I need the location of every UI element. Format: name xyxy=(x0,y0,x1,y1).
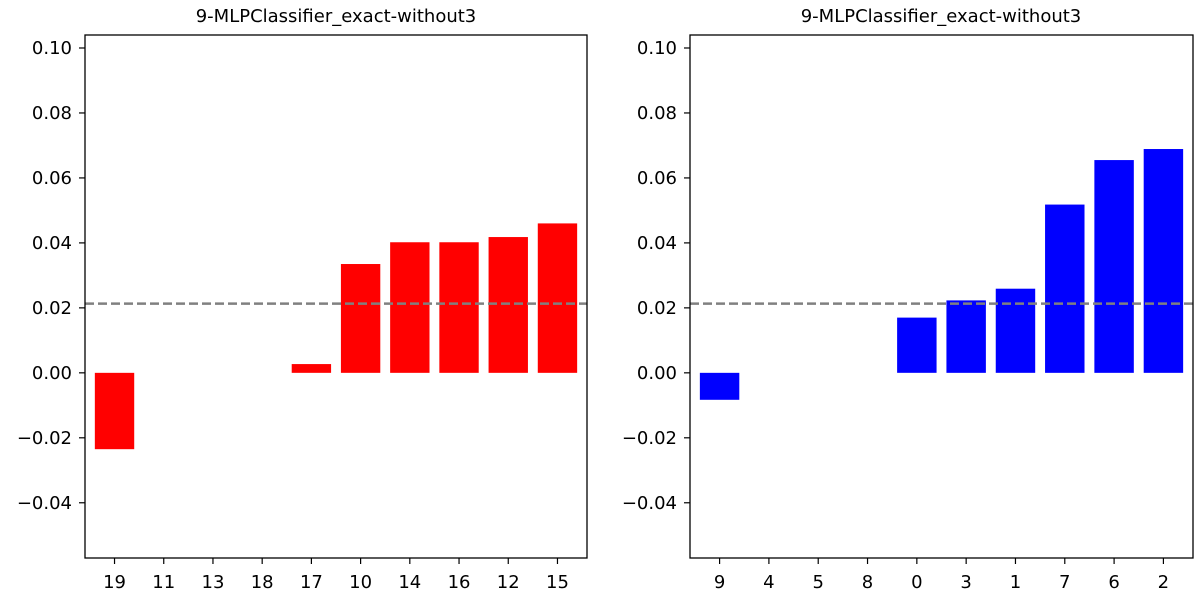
right-xtick-label: 5 xyxy=(812,572,823,593)
left-xtick-label: 15 xyxy=(546,572,569,593)
left-ytick-label: 0.04 xyxy=(32,233,72,254)
right-xtick-label: 4 xyxy=(763,572,774,593)
left-bar-17 xyxy=(291,364,332,373)
left-xtick-label: 11 xyxy=(152,572,175,593)
left-ytick-label: 0.02 xyxy=(32,298,72,319)
left-ytick-label: 0.00 xyxy=(32,363,72,384)
right-xtick-label: 1 xyxy=(1010,572,1021,593)
left-bar-19 xyxy=(94,372,135,450)
left-ytick-label: 0.10 xyxy=(32,38,72,59)
left-ytick-label: 0.08 xyxy=(32,103,72,124)
right-bar-3 xyxy=(946,300,986,373)
right-ytick-label: 0.08 xyxy=(637,103,677,124)
right-ytick-label: 0.00 xyxy=(637,363,677,384)
right-ytick-label: 0.10 xyxy=(637,38,677,59)
right-bar-0 xyxy=(897,317,937,373)
left-xtick-label: 14 xyxy=(398,572,421,593)
right-bar-6 xyxy=(1094,160,1134,373)
left-xtick-label: 13 xyxy=(202,572,225,593)
left-xtick-label: 16 xyxy=(448,572,471,593)
left-bar-12 xyxy=(488,237,528,373)
right-xtick-label: 7 xyxy=(1059,572,1070,593)
right-ytick-label: 0.04 xyxy=(637,233,677,254)
left-xtick-label: 19 xyxy=(103,572,126,593)
left-bar-14 xyxy=(390,242,430,373)
left-plot-area: −0.04 −0.02 0.00 0.02 0.04 0.06 0.08 0.10 19 11 13… xyxy=(17,34,588,593)
left-xtick-label: 10 xyxy=(349,572,372,593)
right-ytick-label: 0.06 xyxy=(637,168,677,189)
left-bar-10 xyxy=(340,264,381,373)
right-bar-2 xyxy=(1143,149,1184,373)
right-xtick-label: 6 xyxy=(1108,572,1119,593)
left-ytick-label: −0.04 xyxy=(17,493,72,514)
right-xtick-label: 3 xyxy=(960,572,971,593)
right-plot-area: −0.04 −0.02 0.00 0.02 0.04 0.06 0.08 0.10 9 4 5 8 0 3… xyxy=(622,34,1194,593)
left-bar-15 xyxy=(537,223,578,373)
left-xtick-label: 17 xyxy=(300,572,323,593)
right-chart-title: 9-MLPClassifier_exact-without3 xyxy=(801,6,1082,27)
right-xtick-label: 8 xyxy=(862,572,873,593)
left-chart-title: 9-MLPClassifier_exact-without3 xyxy=(196,6,477,27)
right-plot-frame xyxy=(689,34,1194,559)
left-xtick-label: 18 xyxy=(251,572,274,593)
left-xtick-label: 12 xyxy=(497,572,520,593)
right-xtick-label: 0 xyxy=(911,572,922,593)
right-chart-panel: 9-MLPClassifier_exact-without3 −0.04−0.0… xyxy=(622,6,1194,593)
left-ytick-label: 0.06 xyxy=(32,168,72,189)
right-ytick-label: −0.04 xyxy=(622,493,677,514)
right-ytick-label: −0.02 xyxy=(622,428,677,449)
right-bar-7 xyxy=(1045,204,1085,373)
right-bar-1 xyxy=(995,288,1036,373)
left-chart-panel: 9-MLPClassifier_exact-without3 −0.04−0.0… xyxy=(17,6,588,593)
left-plot-frame xyxy=(84,34,588,559)
left-bar-16 xyxy=(439,242,479,373)
right-bar-9 xyxy=(699,372,740,400)
right-ytick-label: 0.02 xyxy=(637,298,677,319)
left-ytick-label: −0.02 xyxy=(17,428,72,449)
right-xtick-label: 2 xyxy=(1158,572,1169,593)
right-xtick-label: 9 xyxy=(714,572,725,593)
